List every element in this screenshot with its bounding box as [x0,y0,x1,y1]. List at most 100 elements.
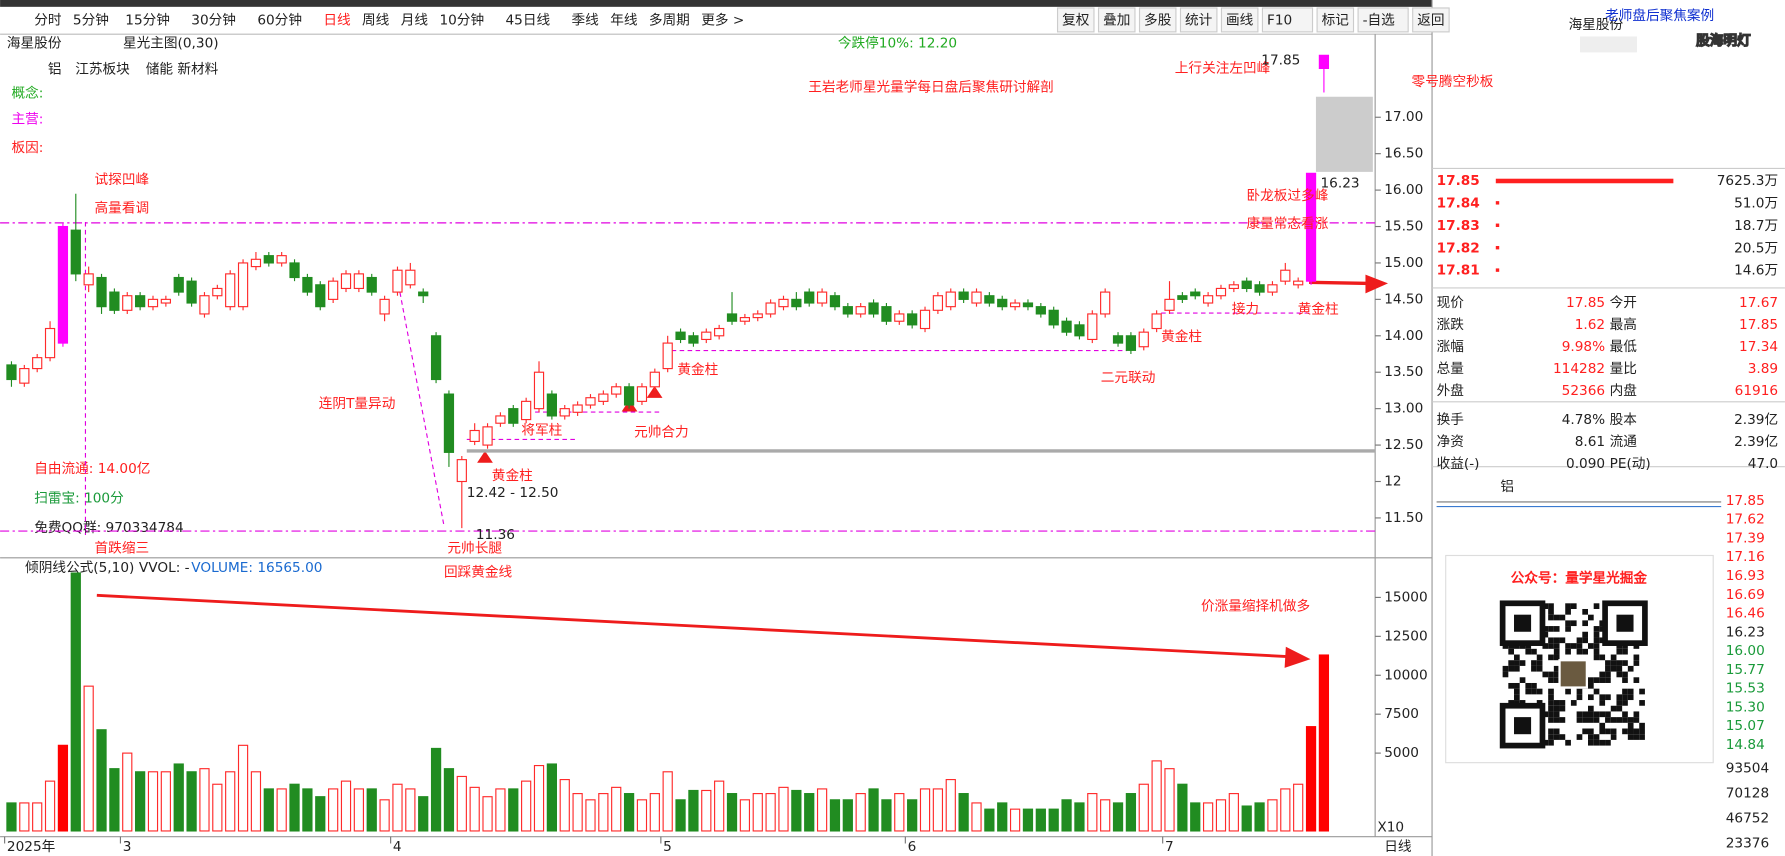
volume-bar [173,763,184,832]
annotation: 二元联动 [1101,370,1156,386]
qr-cell [1548,700,1554,706]
qr-cell [1576,734,1583,740]
tool-button[interactable] [1179,7,1218,33]
candle-body [443,393,455,453]
qr-cell [1639,722,1645,729]
tab[interactable]: 多周期 [649,11,690,28]
qr-cell [1627,694,1634,701]
x-tick-label: 4 [393,839,402,855]
tab[interactable]: 日线 [323,12,351,28]
tab[interactable]: 更多 > [701,11,744,28]
tool[interactable]: 叠加 [1103,12,1130,28]
tab[interactable]: 60分钟 [257,11,302,28]
volume-bar [585,799,596,832]
stat-value: 47.0 [1748,456,1778,472]
qr-cell [1519,677,1526,683]
qr-cell [1610,654,1617,661]
candle-body [791,298,802,308]
qr-cell [1576,717,1583,723]
tab[interactable]: 30分钟 [191,11,236,28]
x-tick-label: 6 [908,839,917,855]
qr-cell [1593,734,1600,740]
candle-body [302,276,313,293]
tool[interactable]: 画线 [1226,12,1254,28]
tab[interactable]: 周线 [362,12,390,28]
tool-button[interactable] [1316,7,1355,33]
intraday-axis-label: 15.30 [1726,699,1765,715]
tool-button[interactable] [1138,7,1177,33]
tab[interactable]: 10分钟 [439,11,484,28]
volume-bar [1035,808,1046,832]
candle-body [752,313,763,319]
qr-cell [1553,643,1560,649]
order-price: 17.83 [1437,218,1480,234]
qr-cell [1514,688,1520,695]
tab[interactable]: 5分钟 [73,11,109,28]
qr-cell [1605,728,1611,735]
volume-bar [1100,799,1111,832]
candle-body [984,295,995,304]
collapse-button[interactable] [1580,36,1637,53]
qr-cell [1536,688,1543,695]
volume-bar [482,796,493,832]
volume-bar [1009,808,1021,832]
qr-cell [1593,626,1600,632]
tool-button[interactable] [1357,7,1409,33]
stat-label: 股本 [1610,412,1638,428]
stat-value: 17.34 [1739,339,1778,355]
x-tick-label: 7 [1165,839,1174,855]
tool[interactable]: 统计 [1185,12,1213,28]
candle-body [932,295,944,311]
qr-cell [1599,654,1606,661]
qr-cell [1593,631,1600,638]
tool[interactable]: 复权 [1062,11,1090,28]
candle-body [19,368,30,384]
tab[interactable]: 年线 [610,12,638,28]
tool[interactable]: -自选 [1363,12,1396,28]
annotation: 康量常态看涨 [1247,215,1329,232]
qr-cell [1588,677,1594,683]
tab[interactable]: 15分钟 [125,11,170,28]
tool[interactable]: F10 [1267,12,1292,28]
tool-button[interactable] [1056,7,1095,33]
qr-cell [1633,734,1640,740]
volume-bar [1254,802,1265,832]
tool[interactable]: 标记 [1322,12,1350,28]
qr-cell [1536,660,1543,666]
tool-button[interactable] [1220,7,1259,33]
tool-button[interactable] [1412,7,1450,33]
order-qty: 20.5万 [1734,240,1778,256]
volume-bar [907,799,918,832]
volume-bar [804,793,815,832]
tab[interactable]: 45日线 [505,12,550,28]
tool-button[interactable] [1261,7,1314,33]
qr-cell [1548,728,1554,735]
tab[interactable]: 月线 [401,12,429,28]
tab[interactable]: 分时 [34,12,62,28]
volume-bar [714,780,725,832]
candle-body [842,306,853,315]
qr-code [1499,600,1648,749]
volume-bar [430,747,442,832]
qr-cell [1599,739,1606,746]
tool[interactable]: 多股 [1144,11,1172,28]
candle-body [212,287,223,297]
qr-cell [1605,739,1611,746]
intraday-axis-label: 16.46 [1726,606,1765,622]
volume-bar [688,789,699,832]
tool[interactable]: 返回 [1417,12,1444,28]
candle-body [688,335,699,344]
stat-value: 17.85 [1739,317,1778,333]
qr-cell [1525,682,1532,689]
tool-button[interactable] [1097,7,1136,33]
annotation: 黄金柱 [1298,302,1339,318]
candle-body [430,335,442,381]
candle-body [32,357,43,370]
volume-bar [469,786,480,832]
annotation: 首跌缩三 [95,541,150,557]
tab[interactable]: 季线 [571,12,599,28]
qr-cell [1576,688,1583,695]
volume-bar [997,802,1008,832]
candle-body [533,371,545,410]
candle-body [829,295,841,308]
